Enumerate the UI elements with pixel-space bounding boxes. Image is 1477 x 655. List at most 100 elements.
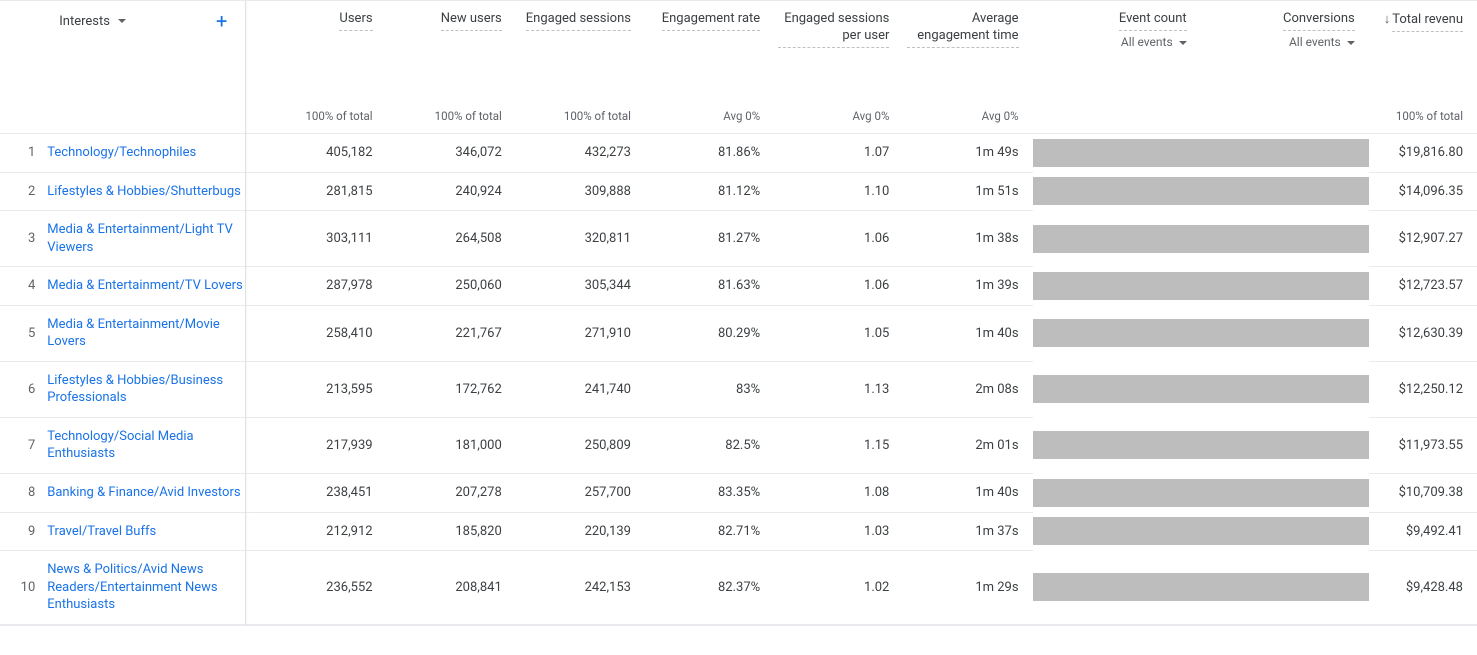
cell-new_users: 181,000 bbox=[387, 417, 516, 473]
header-eng_rate[interactable]: Engagement rate bbox=[645, 1, 774, 81]
header-new_users[interactable]: New users bbox=[387, 1, 516, 81]
cell-new_users: 240,924 bbox=[387, 172, 516, 211]
cell-eng_sessions: 432,273 bbox=[516, 134, 645, 173]
chevron-down-icon bbox=[1347, 41, 1355, 45]
row-number: 2 bbox=[0, 172, 47, 211]
spark-rownum bbox=[0, 81, 47, 101]
cell-new_users: 346,072 bbox=[387, 134, 516, 173]
row-number: 5 bbox=[0, 305, 47, 361]
cell-event_count bbox=[1033, 267, 1201, 306]
cell-users: 213,595 bbox=[257, 361, 386, 417]
redacted-block bbox=[1201, 272, 1369, 300]
spark-eng_per_user bbox=[774, 81, 903, 101]
table-row: 7Technology/Social Media Enthusiasts217,… bbox=[0, 417, 1477, 473]
totals-row: 100% of total100% of total100% of totalA… bbox=[0, 101, 1477, 134]
cell-eng_per_user: 1.07 bbox=[774, 134, 903, 173]
redacted-block bbox=[1201, 139, 1369, 167]
cell-users: 303,111 bbox=[257, 211, 386, 267]
header-total_revenue[interactable]: ↓Total revenu bbox=[1369, 1, 1477, 81]
table-row: 4Media & Entertainment/TV Lovers287,9782… bbox=[0, 267, 1477, 306]
dimension-value[interactable]: Media & Entertainment/Movie Lovers bbox=[47, 305, 257, 361]
header-avg_eng_time[interactable]: Average engagement time bbox=[903, 1, 1032, 81]
redacted-block bbox=[1201, 573, 1369, 601]
dimension-value[interactable]: Technology/Technophiles bbox=[47, 134, 257, 173]
cell-conversions bbox=[1201, 512, 1369, 551]
totals-event_count bbox=[1033, 101, 1201, 134]
redacted-block bbox=[1033, 177, 1201, 205]
dimension-value[interactable]: Travel/Travel Buffs bbox=[47, 512, 257, 551]
cell-eng_sessions: 305,344 bbox=[516, 267, 645, 306]
cell-users: 238,451 bbox=[257, 474, 386, 513]
spark-eng_sessions bbox=[516, 81, 645, 101]
cell-eng_rate: 81.27% bbox=[645, 211, 774, 267]
totals-avg_eng_time: Avg 0% bbox=[903, 101, 1032, 134]
dimension-value[interactable]: Media & Entertainment/TV Lovers bbox=[47, 267, 257, 306]
cell-eng_per_user: 1.15 bbox=[774, 417, 903, 473]
header-conversions[interactable]: ConversionsAll events bbox=[1201, 1, 1369, 81]
add-dimension-button[interactable]: + bbox=[216, 11, 227, 31]
row-number: 9 bbox=[0, 512, 47, 551]
redacted-block bbox=[1201, 225, 1369, 253]
cell-users: 236,552 bbox=[257, 551, 386, 625]
cell-users: 405,182 bbox=[257, 134, 386, 173]
totals-rownum bbox=[0, 101, 47, 134]
cell-total_revenue: $12,250.12 bbox=[1369, 361, 1477, 417]
cell-avg_eng_time: 1m 38s bbox=[903, 211, 1032, 267]
row-number: 6 bbox=[0, 361, 47, 417]
row-number: 1 bbox=[0, 134, 47, 173]
cell-users: 287,978 bbox=[257, 267, 386, 306]
dimension-picker[interactable]: Interests bbox=[59, 14, 126, 29]
data-table: Interests + Users New users Engaged sessio… bbox=[0, 1, 1477, 625]
table-row: 2Lifestyles & Hobbies/Shutterbugs281,815… bbox=[0, 172, 1477, 211]
cell-new_users: 264,508 bbox=[387, 211, 516, 267]
dimension-value[interactable]: Technology/Social Media Enthusiasts bbox=[47, 417, 257, 473]
table-row: 8Banking & Finance/Avid Investors238,451… bbox=[0, 474, 1477, 513]
spark-conversions bbox=[1201, 81, 1369, 101]
cell-conversions bbox=[1201, 417, 1369, 473]
cell-total_revenue: $11,973.55 bbox=[1369, 417, 1477, 473]
spark-new_users bbox=[387, 81, 516, 101]
header-sub-conversions[interactable]: All events bbox=[1205, 35, 1355, 49]
cell-new_users: 172,762 bbox=[387, 361, 516, 417]
header-sub-event_count[interactable]: All events bbox=[1037, 35, 1187, 49]
cell-eng_per_user: 1.13 bbox=[774, 361, 903, 417]
cell-conversions bbox=[1201, 474, 1369, 513]
header-eng_sessions[interactable]: Engaged sessions bbox=[516, 1, 645, 81]
header-users[interactable]: Users bbox=[257, 1, 386, 81]
spark-users bbox=[257, 81, 386, 101]
header-event_count[interactable]: Event countAll events bbox=[1033, 1, 1201, 81]
cell-eng_rate: 80.29% bbox=[645, 305, 774, 361]
dimension-value[interactable]: News & Politics/Avid News Readers/Entert… bbox=[47, 551, 257, 625]
table-row: 9Travel/Travel Buffs212,912185,820220,13… bbox=[0, 512, 1477, 551]
header-label: New users bbox=[441, 11, 502, 31]
row-number: 4 bbox=[0, 267, 47, 306]
spark-event_count bbox=[1033, 81, 1201, 101]
totals-eng_sessions: 100% of total bbox=[516, 101, 645, 134]
cell-event_count bbox=[1033, 361, 1201, 417]
dimension-value[interactable]: Lifestyles & Hobbies/Shutterbugs bbox=[47, 172, 257, 211]
table-row: 3Media & Entertainment/Light TV Viewers3… bbox=[0, 211, 1477, 267]
cell-total_revenue: $12,723.57 bbox=[1369, 267, 1477, 306]
cell-total_revenue: $19,816.80 bbox=[1369, 134, 1477, 173]
cell-avg_eng_time: 2m 08s bbox=[903, 361, 1032, 417]
cell-users: 217,939 bbox=[257, 417, 386, 473]
redacted-block bbox=[1201, 431, 1369, 459]
totals-eng_rate: Avg 0% bbox=[645, 101, 774, 134]
cell-eng_per_user: 1.02 bbox=[774, 551, 903, 625]
dimension-value[interactable]: Banking & Finance/Avid Investors bbox=[47, 474, 257, 513]
cell-conversions bbox=[1201, 267, 1369, 306]
table-row: 10News & Politics/Avid News Readers/Ente… bbox=[0, 551, 1477, 625]
spark-dim bbox=[47, 81, 257, 101]
spark-total_revenue bbox=[1369, 81, 1477, 101]
header-label: Engaged sessions bbox=[526, 11, 631, 31]
dimension-value[interactable]: Lifestyles & Hobbies/Business Profession… bbox=[47, 361, 257, 417]
cell-total_revenue: $12,630.39 bbox=[1369, 305, 1477, 361]
row-number: 7 bbox=[0, 417, 47, 473]
dimension-value[interactable]: Media & Entertainment/Light TV Viewers bbox=[47, 211, 257, 267]
redacted-block bbox=[1201, 517, 1369, 545]
row-number: 3 bbox=[0, 211, 47, 267]
header-label: Users bbox=[339, 11, 372, 31]
cell-total_revenue: $10,709.38 bbox=[1369, 474, 1477, 513]
cell-conversions bbox=[1201, 551, 1369, 625]
header-eng_per_user[interactable]: Engaged sessions per user bbox=[774, 1, 903, 81]
